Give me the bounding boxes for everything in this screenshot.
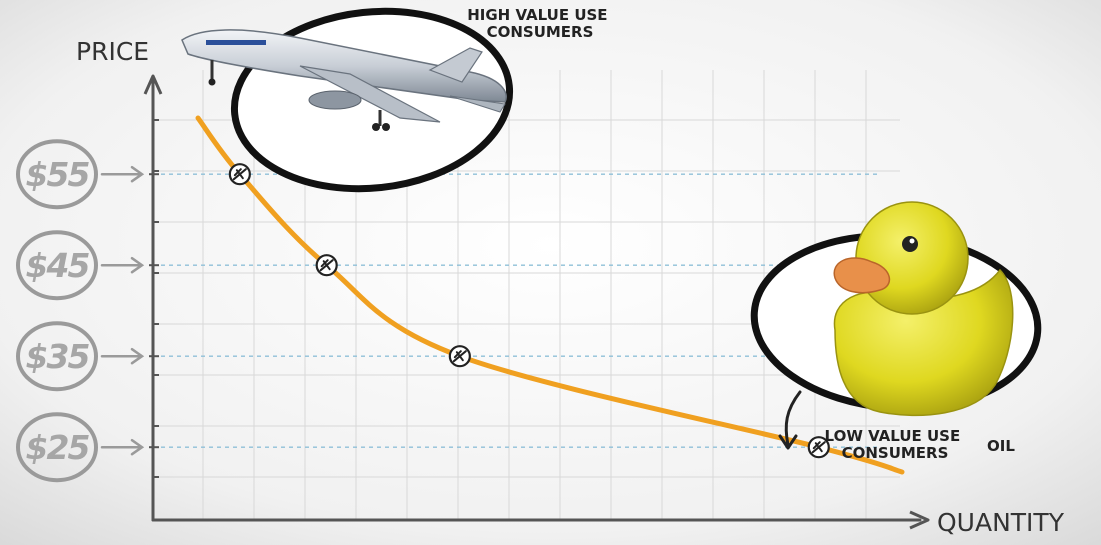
badge-arrow-icon xyxy=(100,438,145,456)
y-axis-label: PRICE xyxy=(76,37,149,66)
y-tick-label: $55 xyxy=(26,155,90,194)
airplane-marker-icon xyxy=(319,259,334,272)
price-badge xyxy=(16,412,98,483)
oil-label: OIL xyxy=(987,437,1015,455)
price-badge xyxy=(16,139,98,210)
x-axis-label: QUANTITY xyxy=(937,508,1065,537)
low-value-label: LOW VALUE USE CONSUMERS xyxy=(825,427,966,462)
badge-arrow-icon xyxy=(100,165,145,183)
rubber-duck-picture xyxy=(750,201,1042,417)
guide-lines xyxy=(153,173,880,448)
curve-markers xyxy=(228,163,830,459)
airplane-marker-icon xyxy=(452,350,467,363)
rubber-duck-icon xyxy=(833,201,1014,417)
data-point xyxy=(315,254,338,277)
airplane-marker-icon xyxy=(232,168,247,181)
data-point xyxy=(448,345,471,368)
price-badge xyxy=(16,321,98,392)
x-axis-arrow-icon xyxy=(909,510,930,530)
airplane-icon xyxy=(181,29,507,131)
badge-arrow-icon xyxy=(100,347,145,365)
price-badge xyxy=(16,230,98,301)
y-tick-label: $25 xyxy=(26,428,90,467)
badge-arrow-icon xyxy=(100,256,145,274)
y-axis-arrow-icon xyxy=(143,74,163,95)
airplane-marker-icon xyxy=(811,441,826,454)
data-point xyxy=(228,163,251,186)
y-tick-label: $45 xyxy=(26,246,90,285)
price-badges: $55 $45 $35 $25 xyxy=(16,139,145,483)
duck-pointer-arrow-icon xyxy=(778,390,802,450)
axes xyxy=(143,74,930,530)
data-point xyxy=(807,436,830,459)
y-tick-label: $35 xyxy=(26,337,90,376)
high-value-label: HIGH VALUE USE CONSUMERS xyxy=(467,6,613,41)
airplane-picture xyxy=(181,7,514,193)
